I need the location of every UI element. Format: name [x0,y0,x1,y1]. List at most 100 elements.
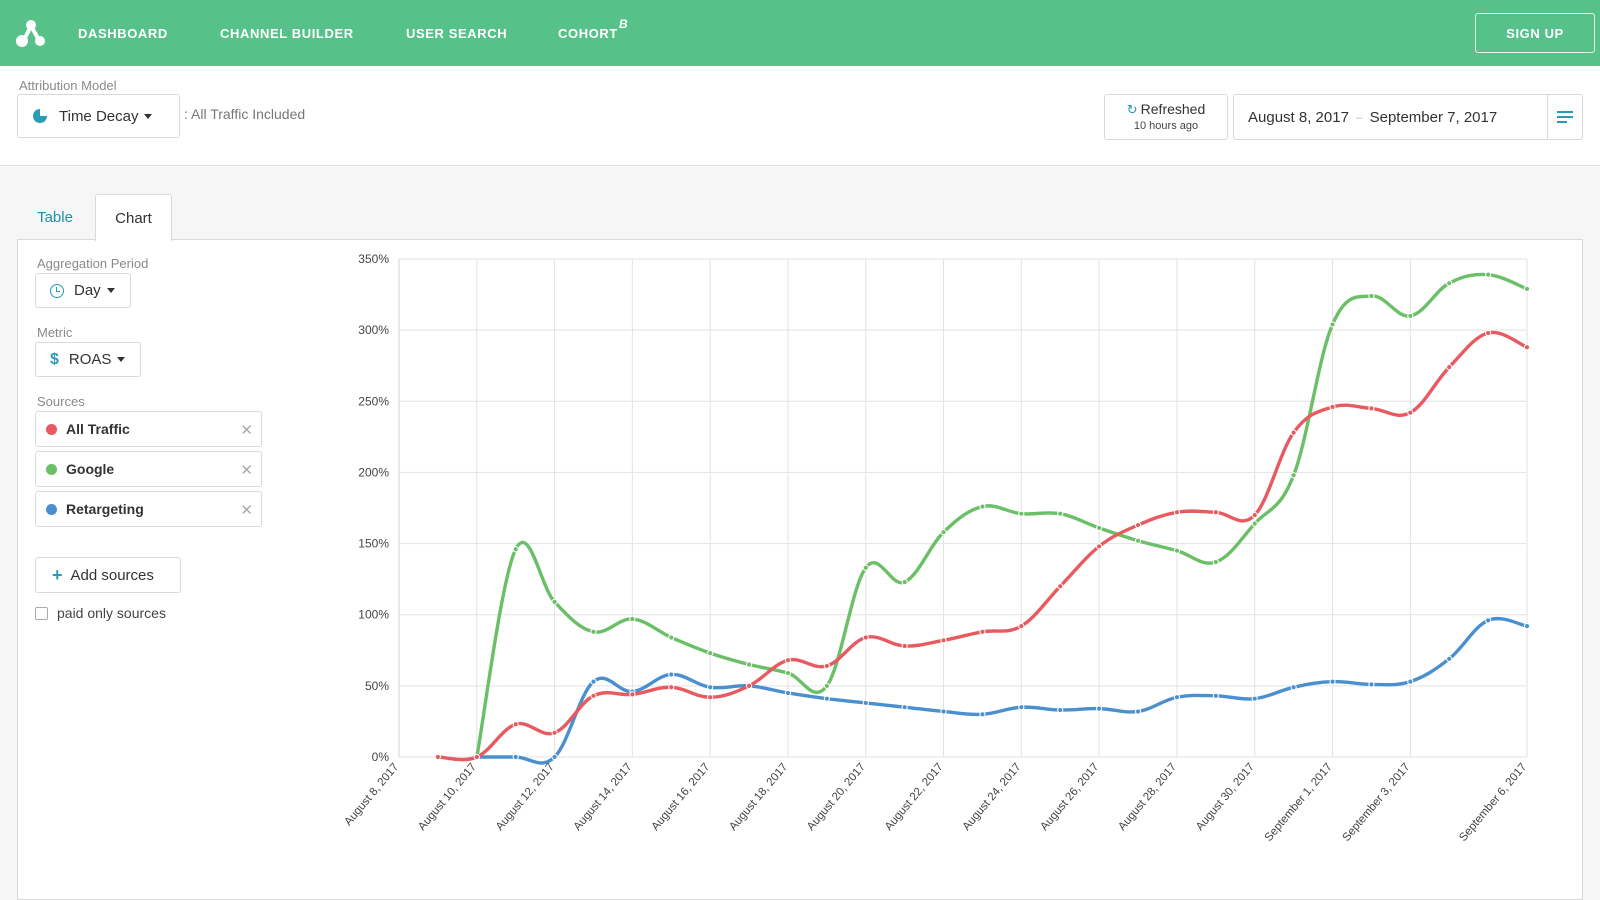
data-point-retargeting [1212,692,1219,699]
date-start: August 8, 2017 [1248,108,1349,126]
date-options-button[interactable] [1547,94,1583,140]
data-point-google [745,661,753,668]
data-point-google [1446,280,1453,287]
y-tick-label: 250% [358,394,389,408]
aggregation-period-dropdown[interactable]: Day [35,273,131,308]
data-point-all-traffic [668,684,675,691]
date-range-picker[interactable]: August 8, 2017 – September 7, 2017 [1233,94,1549,140]
data-point-google [823,682,830,689]
data-point-all-traffic [1173,509,1181,516]
data-point-google [590,628,597,635]
nav-dashboard[interactable]: DASHBOARD [78,26,168,41]
paid-only-label: paid only sources [57,605,166,621]
source-chip-all-traffic[interactable]: All Traffic ✕ [35,411,262,447]
y-tick-label: 50% [365,679,389,693]
source-name: Google [66,461,115,477]
remove-source-icon[interactable]: ✕ [240,502,253,519]
source-chip-retargeting[interactable]: Retargeting ✕ [35,491,262,527]
data-point-all-traffic [1057,583,1064,590]
x-tick-label: September 6, 2017 [1457,761,1529,844]
data-point-google [629,615,636,623]
attribution-header: Attribution Model Time Decay : All Traff… [0,66,1600,166]
x-tick-label: August 12, 2017 [494,761,557,833]
data-point-all-traffic [1212,509,1219,516]
data-point-all-traffic [1407,409,1414,416]
remove-source-icon[interactable]: ✕ [240,422,253,439]
refresh-status: ↻ Refreshed [1105,101,1227,118]
chevron-down-icon [117,357,126,362]
data-point-google [707,650,714,657]
data-point-google [1329,321,1336,328]
data-point-retargeting [901,704,908,711]
data-point-all-traffic [1018,622,1025,630]
data-point-all-traffic [940,637,947,644]
data-point-google [1134,537,1142,544]
data-point-all-traffic [1251,512,1258,519]
x-tick-label: August 14, 2017 [572,761,635,833]
series-line-retargeting [475,616,1529,765]
refresh-time: 10 hours ago [1133,120,1199,132]
data-point-google [1368,292,1375,300]
data-point-google [1018,510,1025,517]
roas-line-chart: 0% 50% 100% 150% 200% 250% 300% 350% August 8, 2… [342,252,1531,844]
refresh-button[interactable]: ↻ Refreshed 10 hours ago [1104,94,1228,140]
source-chip-google[interactable]: Google ✕ [35,451,262,487]
data-point-retargeting [823,695,830,702]
pie-chart-icon [33,109,47,123]
nav-channel-builder[interactable]: CHANNEL BUILDER [220,26,354,41]
x-tick-label: August 20, 2017 [805,761,868,833]
attribution-model-dropdown[interactable]: Time Decay [17,94,180,138]
metric-dropdown[interactable]: $ ROAS [35,342,141,377]
data-point-google [668,634,675,641]
plus-icon: + [52,564,63,585]
data-point-all-traffic [1096,543,1103,550]
series-line-all-traffic [436,330,1529,762]
attribution-model-label: Attribution Model [19,78,117,93]
remove-source-icon[interactable]: ✕ [240,462,253,479]
data-point-google [512,546,519,553]
data-point-all-traffic [434,753,441,761]
chart-panel [17,239,1583,900]
attribution-model-value: Time Decay [59,107,139,125]
data-point-google [940,529,947,536]
data-point-retargeting [1057,706,1064,714]
dollar-icon: $ [50,350,59,368]
nav-user-search[interactable]: USER SEARCH [406,26,508,41]
data-point-retargeting [1407,678,1414,685]
data-point-google [1290,472,1297,479]
add-sources-button[interactable]: + Add sources [35,557,181,593]
data-point-all-traffic [1368,405,1375,412]
refresh-title: Refreshed [1140,101,1206,117]
tab-chart[interactable]: Chart [95,194,172,241]
data-point-retargeting [979,711,986,718]
data-point-retargeting [1018,704,1025,711]
data-point-retargeting [1329,678,1336,685]
data-point-all-traffic [862,634,869,641]
data-point-google [901,578,908,586]
data-point-retargeting [1446,655,1453,662]
data-point-google [1212,558,1219,566]
data-point-retargeting [1096,705,1103,712]
data-point-google [1096,524,1103,532]
data-point-all-traffic [590,692,597,699]
data-point-google [1523,285,1531,292]
data-point-retargeting [1368,681,1375,688]
data-point-all-traffic [1329,403,1336,411]
data-point-all-traffic [784,657,792,664]
x-tick-label: August 22, 2017 [883,761,946,833]
menu-lines-icon [1557,111,1573,113]
data-point-all-traffic [1446,364,1453,371]
aggregation-period-value: Day [74,282,101,299]
data-point-all-traffic [512,721,519,728]
nav-cohort[interactable]: COHORTβ [558,17,628,41]
app-logo-icon[interactable] [14,16,48,50]
date-separator: – [1355,110,1363,124]
sign-up-button[interactable]: SIGN UP [1475,13,1595,53]
data-point-google [1407,312,1414,320]
x-tick-label: August 18, 2017 [727,761,790,833]
y-tick-label: 300% [358,323,389,337]
paid-only-checkbox[interactable] [35,606,48,620]
data-point-retargeting [707,684,714,691]
tab-table[interactable]: Table [37,208,73,226]
data-point-retargeting [1251,695,1258,702]
